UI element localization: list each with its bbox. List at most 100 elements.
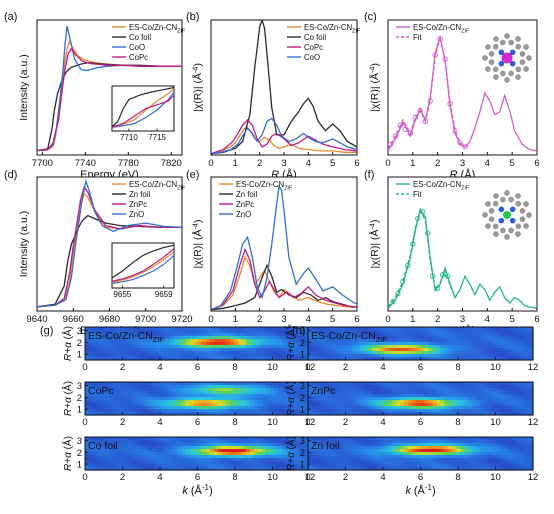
heatmap-cell (496, 385, 502, 389)
heatmap-cell (273, 385, 279, 389)
x-tick-label: 8 (232, 362, 237, 373)
heatmap-cell (412, 452, 418, 456)
heatmap-cell (496, 391, 502, 395)
heatmap-cell (113, 455, 118, 459)
heatmap-cell (416, 394, 422, 398)
heatmap-cell (312, 333, 317, 337)
heatmap-cell (444, 388, 450, 392)
heatmap-cell (308, 345, 313, 349)
y-tick-label: 2 (300, 448, 305, 459)
heatmap-cell (344, 333, 349, 337)
heatmap-cell (201, 388, 207, 392)
heatmap-cell (153, 412, 158, 416)
heatmap-cell (181, 339, 187, 343)
heatmap-cell (400, 388, 406, 392)
heatmap-cell (312, 342, 317, 346)
heatmap-cell (217, 382, 223, 386)
heatmap-cell (416, 455, 422, 459)
heatmap-cell (352, 400, 357, 404)
heatmap-cell (312, 406, 317, 410)
heatmap-cell (460, 403, 466, 407)
heatmap-cell (324, 437, 329, 441)
heatmap-cell (217, 446, 223, 450)
heatmap-cell (464, 342, 470, 346)
heatmap-cell (277, 400, 283, 404)
heatmap-cell (85, 354, 90, 358)
heatmap-cell (516, 388, 522, 392)
heatmap-cell (281, 443, 287, 447)
heatmap-cell (141, 443, 146, 447)
heatmap-cell (352, 412, 357, 416)
heatmap-cell (456, 345, 462, 349)
heatmap-cell (189, 357, 195, 361)
heatmap-cell (229, 385, 235, 389)
heatmap-cell (456, 412, 462, 416)
heatmap-cell (173, 385, 179, 389)
heatmap-cell (253, 354, 259, 358)
heatmap-cell (89, 348, 94, 352)
x-tick-label: 1 (410, 314, 415, 325)
heatmap-cell (301, 345, 307, 349)
heatmap-cell (125, 333, 130, 337)
heatmap-cell (137, 406, 142, 410)
heatmap-cell (277, 351, 283, 355)
heatmap-cell (101, 437, 106, 441)
heatmap-cell (181, 351, 187, 355)
heatmap-cell (524, 449, 530, 453)
heatmap-cell (440, 440, 446, 444)
heatmap-cell (205, 391, 211, 395)
heatmap-cell (468, 409, 474, 413)
heatmap-cell (181, 443, 187, 447)
heatmap-cell (281, 464, 287, 468)
heatmap-cell (308, 461, 313, 465)
heatmap-cell (408, 409, 414, 413)
heatmap-cell (205, 339, 211, 343)
heatmap-cell (392, 446, 397, 450)
heatmap-cell (113, 446, 118, 450)
heatmap-cell (285, 412, 291, 416)
heatmap-cell (356, 394, 361, 398)
heatmap-cell (416, 345, 422, 349)
heatmap-cell (336, 458, 341, 462)
heatmap-cell (436, 412, 442, 416)
heatmap-cell (396, 437, 402, 441)
heatmap-cell (193, 409, 199, 413)
heatmap-cell (352, 403, 357, 407)
heatmap-cell (388, 455, 393, 459)
heatmap-cell (484, 409, 490, 413)
carbon-atom (515, 66, 522, 73)
heatmap-cell (444, 333, 450, 337)
heatmap-cell (328, 403, 333, 407)
heatmap-cell (336, 449, 341, 453)
heatmap-cell (101, 464, 106, 468)
heatmap-cell (436, 455, 442, 459)
heatmap-cell (520, 400, 526, 404)
x-axis-label-tail: ) (432, 485, 436, 497)
x-axis-label-sup: -1 (425, 483, 433, 492)
heatmap-cell (392, 443, 397, 447)
heatmap-cell (308, 348, 313, 352)
heatmap-cell (520, 458, 526, 462)
heatmap-cell (281, 348, 287, 352)
heatmap-cell (237, 327, 243, 331)
heatmap-cell (261, 357, 267, 361)
panel-label: (e) (186, 169, 199, 181)
heatmap-cell (492, 382, 498, 386)
heatmap-cell (153, 455, 158, 459)
heatmap-cell (356, 446, 361, 450)
heatmap-cell (261, 449, 267, 453)
heatmap-cell (157, 461, 162, 465)
heatmap-cell (428, 382, 434, 386)
heatmap-cell (372, 449, 377, 453)
heatmap-cell (225, 333, 231, 337)
series-line-znpc (211, 247, 357, 311)
heatmap-cell (340, 406, 345, 410)
heatmap-cell (384, 458, 389, 462)
heatmap-cell (476, 446, 482, 450)
carbon-atom (500, 227, 506, 234)
heatmap-cell (193, 394, 199, 398)
heatmap-cell (508, 400, 514, 404)
heatmap-cell (185, 327, 191, 331)
heatmap-cell (404, 467, 410, 471)
heatmap-cell (472, 452, 478, 456)
